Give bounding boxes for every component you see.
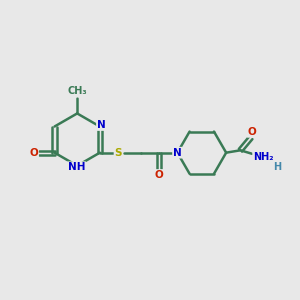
Text: N: N: [173, 148, 182, 158]
Text: S: S: [115, 148, 122, 158]
Text: H: H: [273, 162, 281, 172]
Text: O: O: [29, 148, 38, 158]
Text: NH: NH: [68, 162, 85, 172]
Text: O: O: [154, 170, 164, 180]
Text: NH₂: NH₂: [253, 152, 274, 162]
Text: O: O: [248, 127, 256, 137]
Text: CH₃: CH₃: [68, 86, 87, 96]
Text: N: N: [97, 120, 106, 130]
